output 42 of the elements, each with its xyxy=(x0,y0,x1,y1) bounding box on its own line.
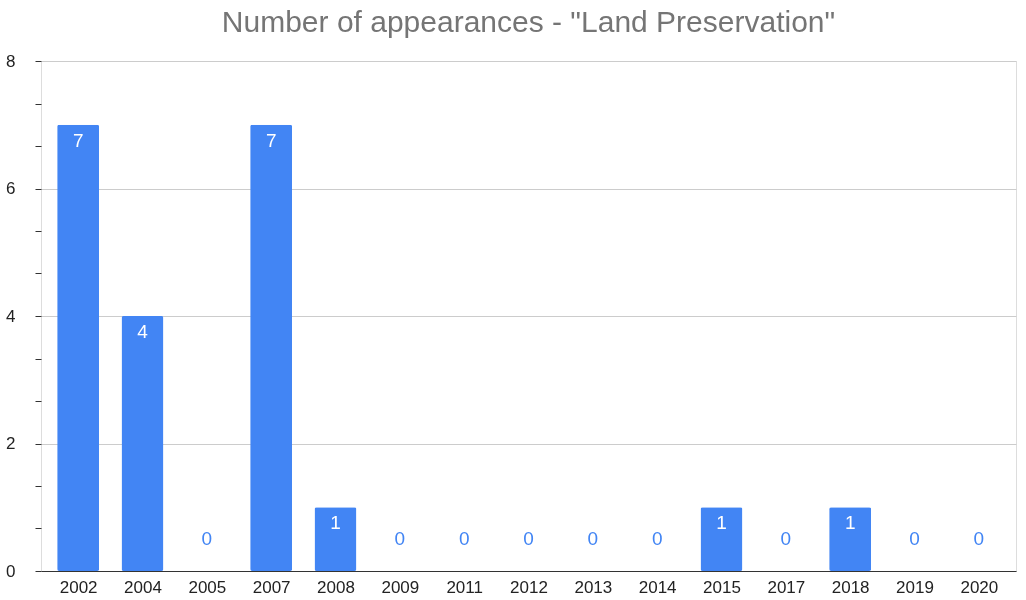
x-tick-label: 2012 xyxy=(510,577,548,597)
data-label: 0 xyxy=(973,528,985,549)
x-tick-label: 2008 xyxy=(317,577,355,597)
data-label: 7 xyxy=(265,129,277,151)
x-tick-label: 2013 xyxy=(574,577,613,597)
y-tick-label: 8 xyxy=(6,51,16,71)
x-tick-label: 2004 xyxy=(124,577,162,597)
data-label: 0 xyxy=(201,528,213,549)
data-label: 1 xyxy=(330,512,341,534)
bar xyxy=(250,124,293,571)
bar xyxy=(121,316,164,571)
x-tick-label: 2011 xyxy=(446,577,483,597)
x-tick-label: 2019 xyxy=(896,577,934,597)
bar xyxy=(700,507,743,571)
data-label: 0 xyxy=(909,528,920,549)
data-label: 0 xyxy=(651,528,663,549)
x-tick-label: 2007 xyxy=(252,577,291,597)
x-tick-label: 2005 xyxy=(188,577,227,597)
bar xyxy=(829,507,872,571)
data-label: 4 xyxy=(137,321,149,342)
x-tick-label: 2018 xyxy=(831,577,870,597)
bar xyxy=(314,507,357,571)
data-label: 0 xyxy=(587,528,599,549)
x-tick-label: 2020 xyxy=(960,577,999,597)
bar xyxy=(57,124,100,571)
y-tick-label: 2 xyxy=(6,434,16,453)
x-tick-label: 2002 xyxy=(59,577,98,597)
chart-title: Number of appearances - "Land Preservation" xyxy=(221,5,836,38)
data-label: 7 xyxy=(72,129,84,151)
y-tick-label: 4 xyxy=(6,306,16,326)
y-tick-label: 0 xyxy=(6,561,16,581)
data-label: 0 xyxy=(394,528,406,549)
x-tick-label: 2015 xyxy=(703,577,741,597)
data-label: 1 xyxy=(844,512,856,534)
data-label: 0 xyxy=(780,528,792,549)
data-label: 1 xyxy=(716,512,727,534)
x-tick-label: 2017 xyxy=(767,577,806,597)
x-tick-label: 2009 xyxy=(381,577,420,597)
data-label: 0 xyxy=(458,528,470,549)
y-tick-label: 6 xyxy=(6,179,16,198)
x-tick-label: 2014 xyxy=(638,577,677,597)
data-label: 0 xyxy=(523,528,534,549)
